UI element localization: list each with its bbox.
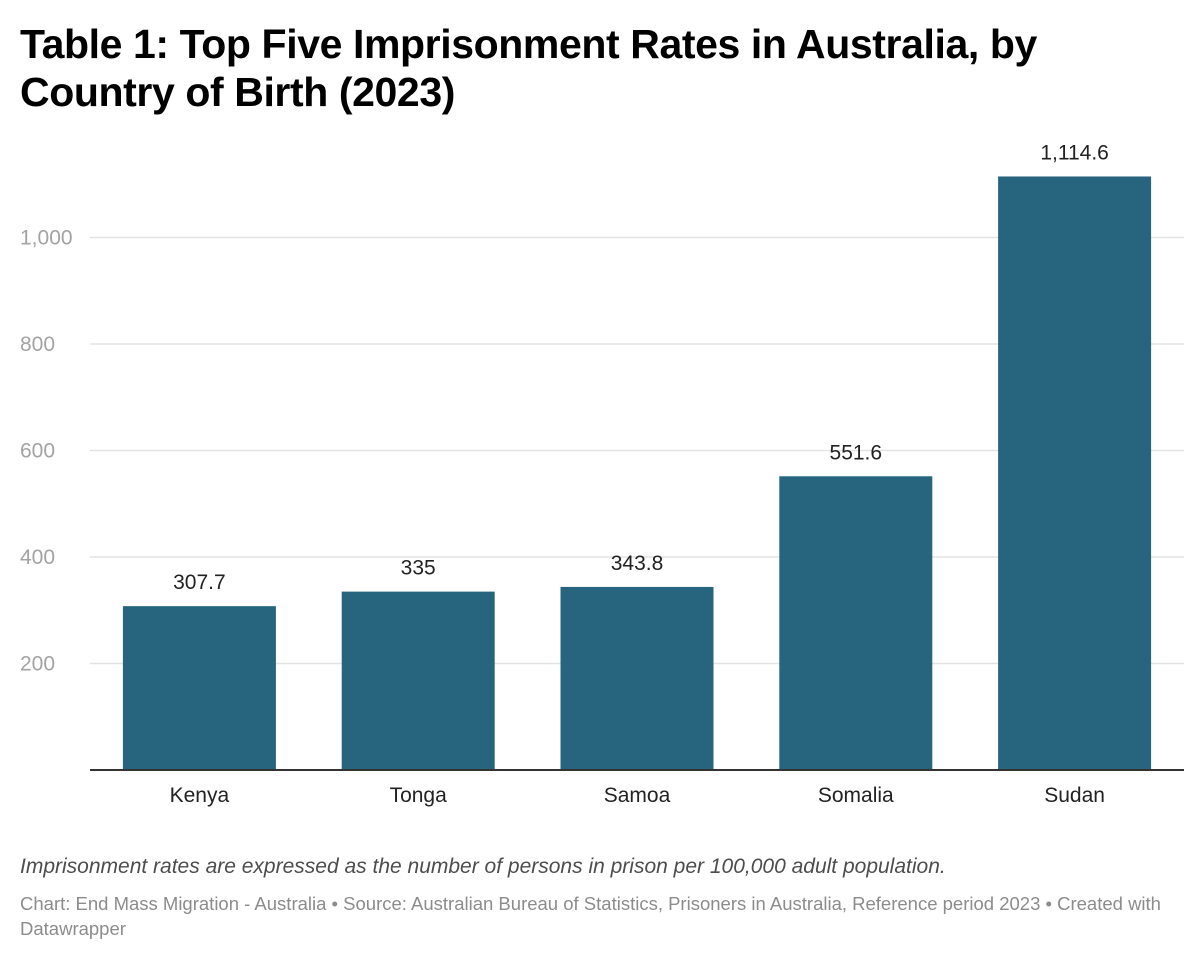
category-label-somalia: Somalia	[818, 784, 894, 807]
x-axis-category-labels: Kenya Tonga Samoa Somalia Sudan	[170, 784, 1105, 807]
category-label-samoa: Samoa	[604, 784, 671, 807]
y-tick-label-800: 800	[20, 333, 55, 356]
category-label-kenya: Kenya	[170, 784, 230, 807]
y-tick-label-600: 600	[20, 440, 55, 463]
category-label-tonga: Tonga	[390, 784, 448, 807]
y-tick-label-400: 400	[20, 546, 55, 569]
bar-somalia	[779, 476, 933, 770]
chart-footer: Chart: End Mass Migration - Australia • …	[20, 893, 1161, 939]
category-label-sudan: Sudan	[1044, 784, 1105, 807]
bars	[122, 176, 1152, 771]
value-label-kenya: 307.7	[173, 571, 226, 594]
value-label-tonga: 335	[401, 557, 436, 580]
chart-note: Imprisonment rates are expressed as the …	[20, 855, 946, 878]
value-label-samoa: 343.8	[611, 552, 664, 575]
y-axis-tick-labels: 200 400 600 800 1,000	[20, 227, 73, 676]
y-tick-label-200: 200	[20, 653, 55, 676]
y-tick-label-1000: 1,000	[20, 227, 73, 250]
value-labels: 307.7 335 343.8 551.6 1,114.6	[173, 141, 1109, 594]
bar-tonga	[341, 591, 495, 770]
chart-title: Table 1: Top Five Imprisonment Rates in …	[20, 21, 1037, 115]
bar-samoa	[560, 586, 714, 770]
bar-kenya	[122, 606, 276, 770]
bar-sudan	[998, 176, 1152, 771]
value-label-sudan: 1,114.6	[1040, 141, 1109, 164]
value-label-somalia: 551.6	[830, 441, 883, 464]
